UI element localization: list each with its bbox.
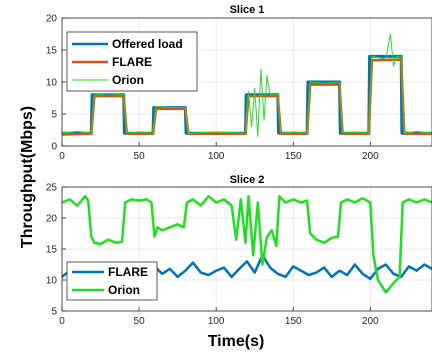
chart-slice-1: Slice 1 0 50 100 150 200 0 5 10 15 20 Offered loa… (46, 4, 432, 162)
y-tick-label-slice-1: 10 (46, 78, 58, 89)
y-tick-label-slice-2: 20 (46, 214, 58, 225)
y-tick-label-slice-1: 15 (46, 46, 58, 57)
y-tick-label-slice-2: 25 (46, 183, 58, 194)
legend-slice-2: FLARE Orion (66, 261, 158, 301)
x-tick-label-slice-2: 100 (208, 316, 225, 327)
chart-slice-2: Slice 2 0 50 100 150 200 5 10 15 20 25 FLARE Orio… (46, 174, 432, 327)
x-axis-label: Time(s) (208, 333, 265, 350)
chart-title-slice-1: Slice 1 (230, 4, 265, 16)
y-tick-label-slice-1: 5 (51, 110, 57, 121)
legend-label-orion-slice-2: Orion (108, 283, 140, 297)
series-slice-1 (61, 33, 432, 137)
y-tick-label-slice-2: 15 (46, 245, 58, 256)
y-axis-label: Throughput(Mbps) (19, 106, 36, 248)
plot-frame-slice-2 (61, 186, 432, 312)
series-line-orion-slice-2 (61, 195, 432, 294)
x-tick-label-slice-1: 100 (208, 151, 225, 162)
x-tick-label-slice-1: 50 (134, 151, 146, 162)
chart-title-slice-2: Slice 2 (230, 174, 265, 186)
x-tick-label-slice-1: 200 (362, 151, 379, 162)
x-tick-label-slice-1: 150 (285, 151, 302, 162)
legend-label-flare-slice-2: FLARE (108, 265, 148, 279)
x-tick-label-slice-2: 0 (59, 316, 65, 327)
plot-frame-slice-1 (61, 17, 432, 147)
y-tick-label-slice-2: 10 (46, 276, 58, 287)
legend-box-slice-2 (66, 261, 158, 301)
x-tick-label-slice-1: 0 (59, 151, 65, 162)
legend-slice-1: Offered load FLARE Orion (66, 31, 198, 92)
series-line-orion-slice-1 (61, 33, 432, 137)
x-tick-label-slice-2: 200 (362, 316, 379, 327)
y-tick-label-slice-1: 0 (51, 142, 57, 153)
y-tick-label-slice-1: 20 (46, 14, 58, 25)
ticks-slice-2: 0 50 100 150 200 5 10 15 20 25 (46, 183, 379, 328)
legend-label-orion-slice-1: Orion (112, 73, 144, 87)
legend-label-flare-slice-1: FLARE (112, 55, 152, 69)
legend-label-offered-load: Offered load (112, 37, 183, 51)
x-tick-label-slice-2: 50 (134, 316, 146, 327)
y-tick-label-slice-2: 5 (51, 307, 57, 318)
x-tick-label-slice-2: 150 (285, 316, 302, 327)
